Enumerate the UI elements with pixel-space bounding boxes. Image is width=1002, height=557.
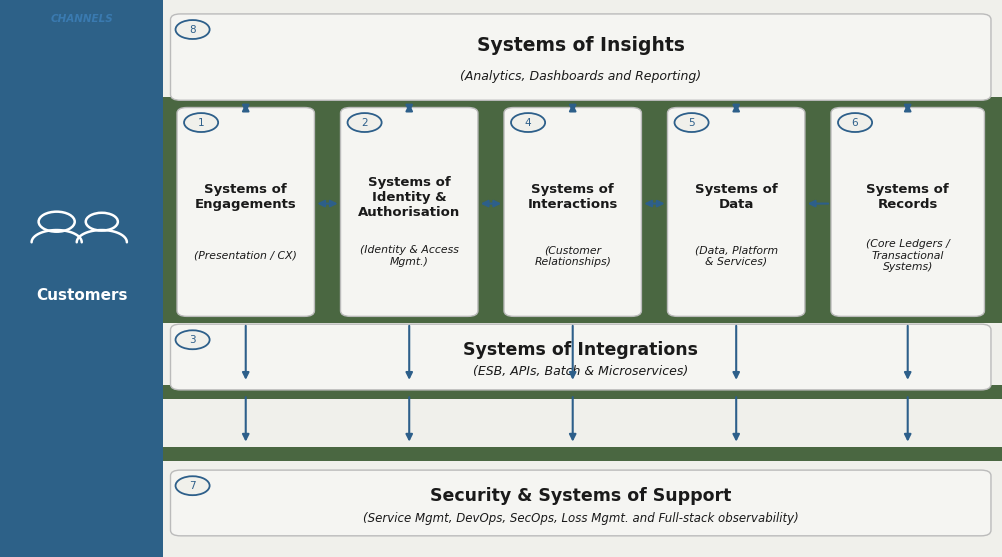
Text: 4: 4 (524, 118, 531, 128)
FancyBboxPatch shape (170, 470, 990, 536)
Text: Systems of
Interactions: Systems of Interactions (527, 183, 617, 211)
Bar (163, 97, 1002, 113)
Text: 8: 8 (189, 25, 195, 35)
Circle shape (673, 113, 708, 132)
Text: (Presentation / CX): (Presentation / CX) (194, 251, 297, 261)
Text: Systems of
Identity &
Authorisation: Systems of Identity & Authorisation (358, 176, 460, 219)
Text: Customers: Customers (36, 288, 127, 302)
FancyBboxPatch shape (830, 108, 983, 316)
Circle shape (175, 330, 209, 349)
FancyBboxPatch shape (170, 324, 990, 390)
FancyBboxPatch shape (170, 14, 990, 100)
Text: (Analytics, Dashboards and Reporting): (Analytics, Dashboards and Reporting) (460, 70, 700, 82)
Text: Systems of Integrations: Systems of Integrations (463, 341, 697, 359)
Text: (Customer
Relationships): (Customer Relationships) (534, 245, 610, 267)
Text: (ESB, APIs, Batch & Microservices): (ESB, APIs, Batch & Microservices) (473, 365, 687, 378)
FancyBboxPatch shape (177, 108, 315, 316)
Bar (163, 101, 1002, 323)
Text: 7: 7 (189, 481, 195, 491)
Text: 6: 6 (851, 118, 858, 128)
Text: 3: 3 (189, 335, 195, 345)
Bar (163, 447, 1002, 461)
Circle shape (184, 113, 218, 132)
Bar (163, 385, 1002, 399)
Circle shape (348, 113, 382, 132)
Text: (Identity & Access
Mgmt.): (Identity & Access Mgmt.) (360, 245, 458, 267)
Circle shape (175, 476, 209, 495)
Text: 2: 2 (361, 118, 368, 128)
Text: 5: 5 (687, 118, 694, 128)
Text: Systems of
Data: Systems of Data (694, 183, 777, 211)
Text: (Service Mgmt, DevOps, SecOps, Loss Mgmt. and Full-stack observability): (Service Mgmt, DevOps, SecOps, Loss Mgmt… (363, 512, 798, 525)
FancyBboxPatch shape (667, 108, 804, 316)
Text: Systems of
Records: Systems of Records (866, 183, 948, 211)
Text: Systems of
Engagements: Systems of Engagements (194, 183, 297, 211)
FancyBboxPatch shape (503, 108, 641, 316)
Circle shape (511, 113, 545, 132)
Text: Systems of Insights: Systems of Insights (476, 36, 684, 55)
Circle shape (837, 113, 871, 132)
Text: Security & Systems of Support: Security & Systems of Support (430, 487, 730, 505)
Circle shape (175, 20, 209, 39)
Text: (Data, Platform
& Services): (Data, Platform & Services) (694, 245, 777, 267)
Text: (Core Ledgers /
Transactional
Systems): (Core Ledgers / Transactional Systems) (865, 239, 949, 272)
Text: CHANNELS: CHANNELS (50, 14, 113, 24)
Text: 1: 1 (197, 118, 204, 128)
FancyBboxPatch shape (341, 108, 478, 316)
Bar (0, 0, 163, 557)
